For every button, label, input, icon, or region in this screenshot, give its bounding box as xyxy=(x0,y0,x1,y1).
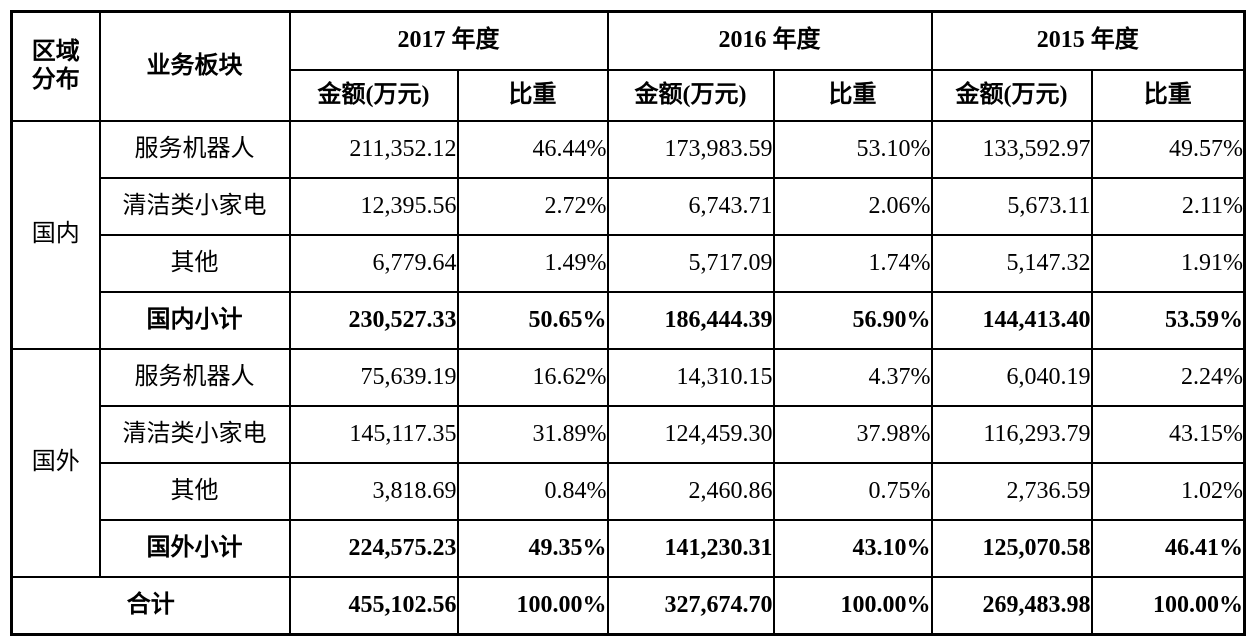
amount-cell-2017: 211,352.12 xyxy=(288,120,459,179)
ratio-cell-2017: 49.35% xyxy=(456,519,609,578)
header-region-distribution: 区域 分布 xyxy=(10,10,101,122)
ratio-cell-2015: 1.91% xyxy=(1090,234,1246,293)
amount-cell-2015: 133,592.97 xyxy=(930,120,1093,179)
header-business-segment: 业务板块 xyxy=(98,10,291,122)
ratio-cell-2015: 2.24% xyxy=(1090,348,1246,407)
segment-cell: 服务机器人 xyxy=(98,348,291,407)
ratio-cell-2017: 31.89% xyxy=(456,405,609,464)
ratio-cell-2015: 49.57% xyxy=(1090,120,1246,179)
header-ratio-2017: 比重 xyxy=(456,69,609,122)
ratio-cell-2016: 0.75% xyxy=(772,462,933,521)
amount-cell-2017: 6,779.64 xyxy=(288,234,459,293)
ratio-cell-2017: 1.49% xyxy=(456,234,609,293)
segment-cell: 其他 xyxy=(98,234,291,293)
ratio-cell-2017: 16.62% xyxy=(456,348,609,407)
segment-cell: 清洁类小家电 xyxy=(98,405,291,464)
header-amount-2017: 金额(万元) xyxy=(288,69,459,122)
header-year-2016: 2016 年度 xyxy=(606,10,933,71)
amount-cell-2015: 125,070.58 xyxy=(930,519,1093,578)
amount-cell-2016: 2,460.86 xyxy=(606,462,775,521)
ratio-cell-2016: 56.90% xyxy=(772,291,933,350)
segment-cell: 服务机器人 xyxy=(98,120,291,179)
header-year-2017: 2017 年度 xyxy=(288,10,609,71)
table-row-domestic-service-robots: 国内 服务机器人 211,352.12 46.44% 173,983.59 53… xyxy=(10,120,1246,350)
ratio-cell-2016: 37.98% xyxy=(772,405,933,464)
ratio-cell-2016: 53.10% xyxy=(772,120,933,179)
ratio-cell-2017: 50.65% xyxy=(456,291,609,350)
amount-cell-2016: 141,230.31 xyxy=(606,519,775,578)
table-row-overseas-other: 其他 3,818.69 0.84% 2,460.86 0.75% 2,736.5… xyxy=(12,462,1246,521)
amount-cell-2017: 224,575.23 xyxy=(288,519,459,578)
ratio-cell-2017: 46.44% xyxy=(456,120,609,179)
header-region-line1: 区域 xyxy=(31,38,80,65)
amount-cell-2016: 124,459.30 xyxy=(606,405,775,464)
ratio-cell-2017: 2.72% xyxy=(456,177,609,236)
amount-cell-2016: 173,983.59 xyxy=(606,120,775,179)
amount-cell-2015: 5,673.11 xyxy=(930,177,1093,236)
table-row-domestic-subtotal: 国内小计 230,527.33 50.65% 186,444.39 56.90%… xyxy=(12,291,1246,350)
amount-cell-2016: 14,310.15 xyxy=(606,348,775,407)
ratio-cell-2015: 53.59% xyxy=(1090,291,1246,350)
ratio-cell-2015: 43.15% xyxy=(1090,405,1246,464)
segment-cell: 其他 xyxy=(98,462,291,521)
amount-cell-2016: 186,444.39 xyxy=(606,291,775,350)
ratio-cell-2015: 46.41% xyxy=(1090,519,1246,578)
segment-cell: 清洁类小家电 xyxy=(98,177,291,236)
table-row-domestic-cleaning-appliances: 清洁类小家电 12,395.56 2.72% 6,743.71 2.06% 5,… xyxy=(12,177,1246,236)
amount-cell-2017: 145,117.35 xyxy=(288,405,459,464)
segment-cell: 国外小计 xyxy=(98,519,291,578)
table-row-domestic-other: 其他 6,779.64 1.49% 5,717.09 1.74% 5,147.3… xyxy=(12,234,1246,293)
ratio-cell-2015: 1.02% xyxy=(1090,462,1246,521)
amount-cell-2015: 2,736.59 xyxy=(930,462,1093,521)
amount-cell-2015: 144,413.40 xyxy=(930,291,1093,350)
amount-cell-2016: 5,717.09 xyxy=(606,234,775,293)
amount-cell-2016: 6,743.71 xyxy=(606,177,775,236)
header-amount-2015: 金额(万元) xyxy=(930,69,1093,122)
ratio-cell-2016: 43.10% xyxy=(772,519,933,578)
ratio-cell-2016: 4.37% xyxy=(772,348,933,407)
amount-cell-2017: 3,818.69 xyxy=(288,462,459,521)
header-year-2015: 2015 年度 xyxy=(930,10,1246,71)
amount-cell-2015: 6,040.19 xyxy=(930,348,1093,407)
ratio-cell-2017: 0.84% xyxy=(456,462,609,521)
header-region-line2: 分布 xyxy=(31,66,80,93)
ratio-cell-2015: 2.11% xyxy=(1090,177,1246,236)
header-row-years: 区域 分布 业务板块 2017 年度 2016 年度 2015 年度 xyxy=(10,10,1246,122)
amount-cell-2017: 230,527.33 xyxy=(288,291,459,350)
amount-cell-2015: 116,293.79 xyxy=(930,405,1093,464)
amount-cell-2015: 5,147.32 xyxy=(930,234,1093,293)
ratio-cell-2016: 2.06% xyxy=(772,177,933,236)
amount-cell-2017: 12,395.56 xyxy=(288,177,459,236)
header-ratio-2016: 比重 xyxy=(772,69,933,122)
table-row-overseas-service-robots: 国外 服务机器人 75,639.19 16.62% 14,310.15 4.37… xyxy=(10,348,1246,578)
region-cell-domestic: 国内 xyxy=(10,120,101,350)
table-row-overseas-cleaning-appliances: 清洁类小家电 145,117.35 31.89% 124,459.30 37.9… xyxy=(12,405,1246,464)
header-row-subcolumns: 金额(万元) 比重 金额(万元) 比重 金额(万元) 比重 xyxy=(12,69,1246,122)
amount-cell-2017: 75,639.19 xyxy=(288,348,459,407)
header-amount-2016: 金额(万元) xyxy=(606,69,775,122)
revenue-by-region-table: 区域 分布 业务板块 2017 年度 2016 年度 2015 年度 金额(万元… xyxy=(10,10,1246,636)
table-row-overseas-subtotal: 国外小计 224,575.23 49.35% 141,230.31 43.10%… xyxy=(12,519,1246,578)
region-cell-overseas: 国外 xyxy=(10,348,101,578)
ratio-cell-2016: 1.74% xyxy=(772,234,933,293)
segment-cell: 国内小计 xyxy=(98,291,291,350)
header-ratio-2015: 比重 xyxy=(1090,69,1246,122)
